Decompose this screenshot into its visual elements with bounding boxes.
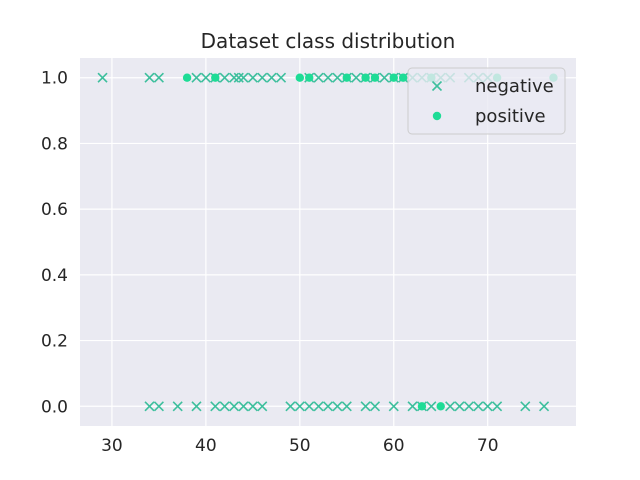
negative-point: [247, 72, 258, 83]
negative-point: [369, 401, 381, 412]
x-tick-label: 40: [195, 436, 217, 456]
negative-point: [210, 401, 221, 412]
negative-point: [144, 72, 155, 83]
negative-point: [294, 401, 305, 412]
y-tick-label: 0.6: [41, 200, 68, 220]
positive-point: [370, 73, 380, 82]
negative-point: [247, 401, 258, 412]
negative-point: [473, 401, 484, 412]
negative-point: [228, 401, 240, 412]
positive-point: [342, 73, 351, 82]
y-axis-ticks: 0.0 0.2 0.4 0.6 0.8 1.0: [41, 69, 68, 418]
negative-point: [313, 72, 324, 83]
negative-point: [332, 401, 343, 412]
negative-point: [144, 401, 155, 412]
negative-point: [407, 401, 418, 412]
legend-negative-label: negative: [475, 76, 554, 97]
negative-point: [351, 72, 362, 83]
positive-point: [295, 73, 305, 82]
negative-point: [228, 72, 240, 83]
positive-point: [436, 402, 445, 411]
negative-point: [426, 401, 437, 412]
legend-box: [407, 67, 566, 135]
negative-point: [153, 72, 164, 83]
negative-point: [257, 401, 268, 412]
negative-point: [332, 72, 343, 83]
negative-point: [322, 401, 334, 412]
negative-point: [538, 401, 550, 412]
positive-point: [182, 73, 192, 82]
chart-title: Dataset class distribution: [201, 29, 456, 53]
positive-point: [361, 73, 370, 82]
legend-negative-marker: [431, 80, 443, 92]
x-tick-label: 60: [383, 436, 405, 456]
negative-point: [238, 72, 249, 83]
negative-point: [191, 401, 202, 412]
negative-point: [482, 401, 493, 412]
negative-point: [379, 72, 390, 83]
legend-positive-label: positive: [475, 106, 546, 127]
positive-point: [389, 73, 398, 82]
positive-point: [398, 73, 408, 82]
negative-point: [238, 401, 249, 412]
negative-point: [266, 72, 277, 83]
y-tick-label: 0.0: [41, 397, 68, 417]
x-axis-ticks: 30 40 50 60 70: [101, 436, 498, 456]
negative-point: [322, 72, 334, 83]
negative-point: [388, 401, 399, 412]
negative-point: [360, 401, 371, 412]
negative-point: [313, 401, 324, 412]
negative-point: [219, 72, 230, 83]
negative-point: [454, 401, 465, 412]
legend-positive-marker: [432, 111, 442, 121]
y-tick-label: 0.4: [41, 266, 68, 286]
negative-point: [153, 401, 164, 412]
negative-point: [463, 401, 474, 412]
negative-point: [191, 72, 202, 83]
negative-point: [304, 401, 315, 412]
negative-point: [275, 72, 287, 83]
x-tick-label: 30: [101, 436, 123, 456]
negative-point: [520, 401, 531, 412]
positive-point: [211, 73, 220, 82]
negative-point: [219, 401, 230, 412]
negative-point: [257, 72, 268, 83]
positive-point: [305, 73, 314, 82]
negative-point: [97, 72, 108, 83]
x-tick-label: 50: [289, 436, 311, 456]
negative-point: [341, 401, 352, 412]
negative-point: [233, 72, 244, 83]
y-tick-label: 1.0: [41, 69, 68, 89]
positive-point: [417, 402, 427, 411]
legend: negative positive: [407, 67, 566, 135]
negative-point: [200, 72, 211, 83]
negative-point: [445, 401, 456, 412]
y-tick-label: 0.8: [41, 134, 68, 154]
x-tick-label: 70: [477, 436, 499, 456]
negative-point: [492, 401, 503, 412]
negative-point: [172, 401, 183, 412]
legend-positive-symbol: [432, 111, 442, 121]
y-tick-label: 0.2: [41, 332, 68, 352]
legend-negative-symbol: [431, 80, 443, 92]
negative-point: [285, 401, 296, 412]
